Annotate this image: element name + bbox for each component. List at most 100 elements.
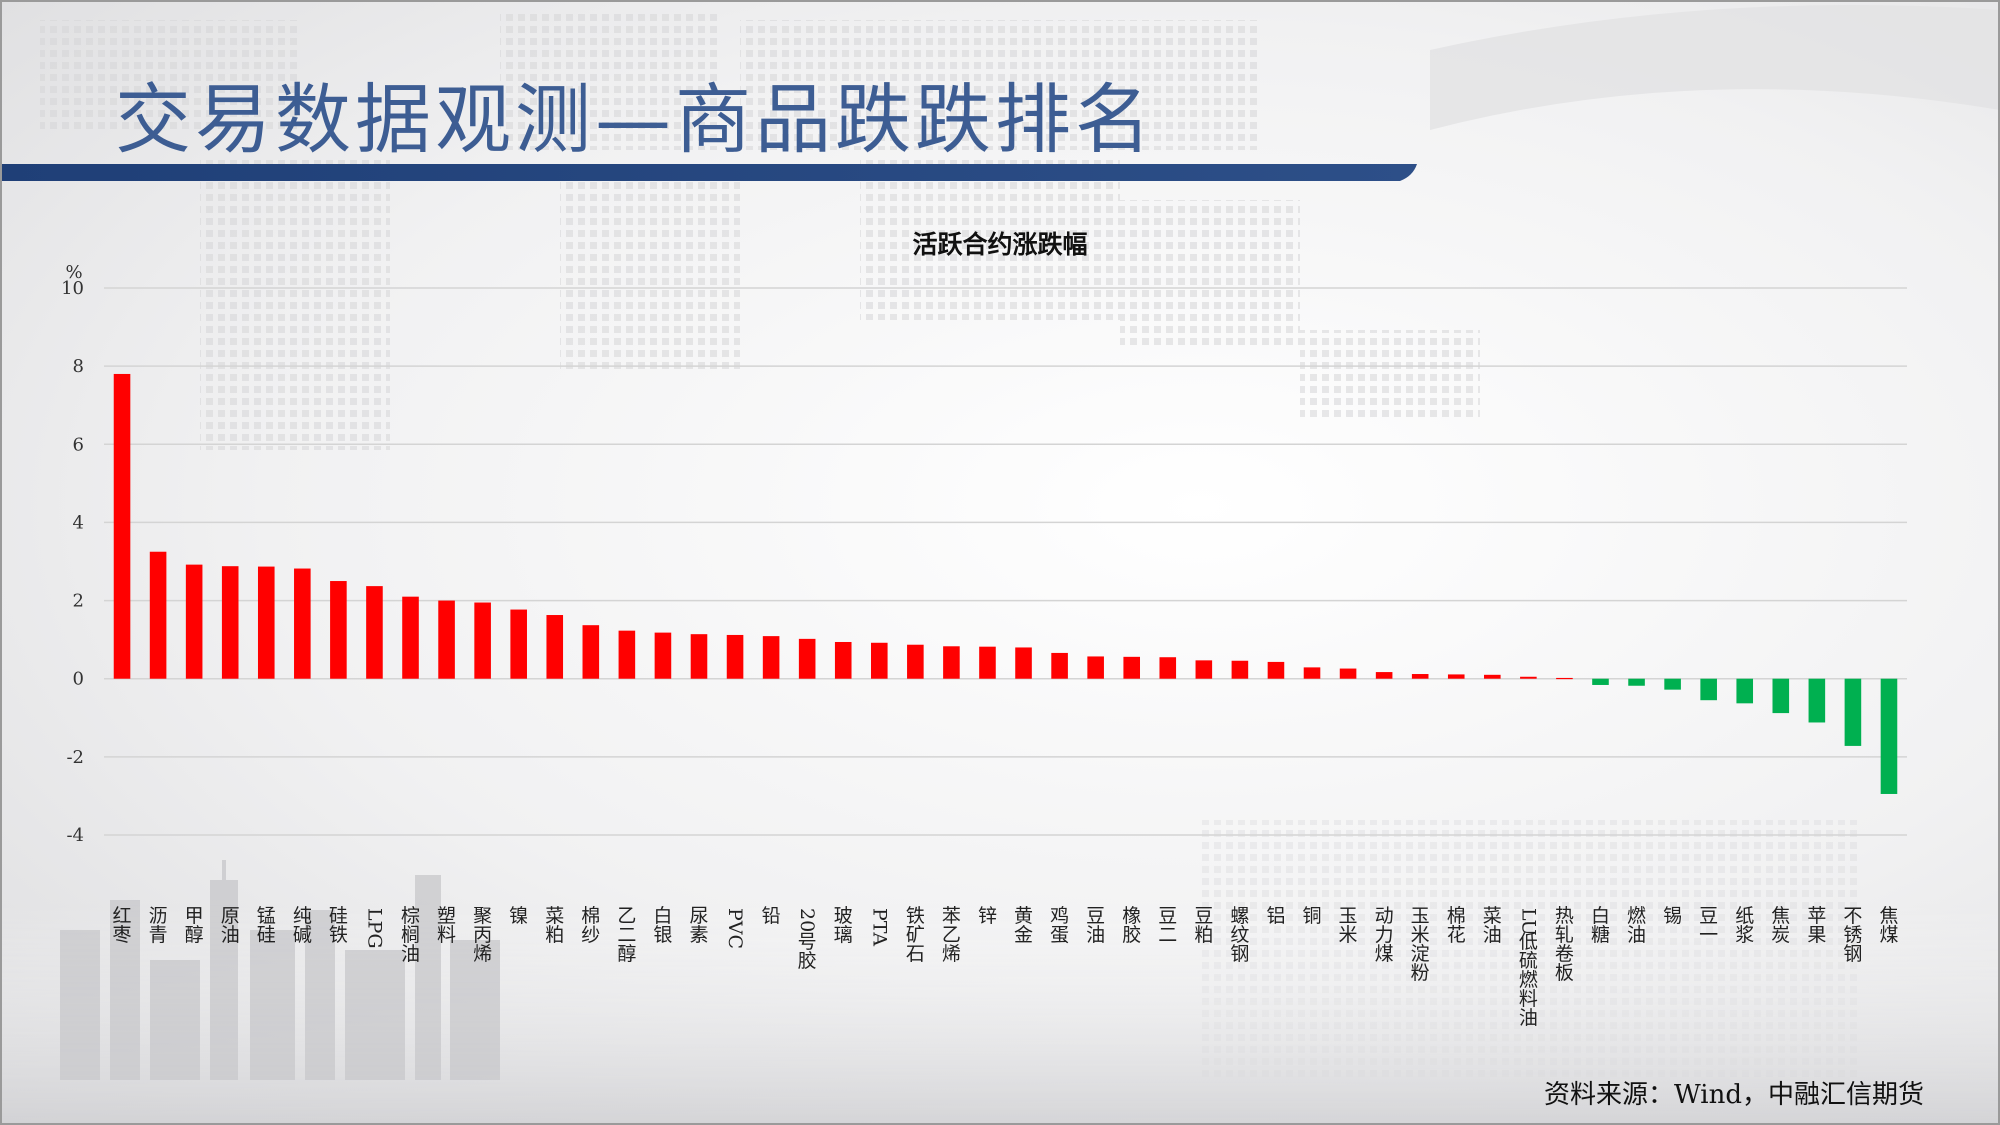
x-tick-label: 菜油 xyxy=(1483,905,1502,946)
bar xyxy=(113,373,131,679)
y-tick-label: 0 xyxy=(73,669,84,690)
bar xyxy=(546,615,564,679)
x-tick-label: 螺纹钢 xyxy=(1230,905,1249,965)
x-tick-label: 焦煤 xyxy=(1879,905,1898,946)
bar xyxy=(1628,678,1645,686)
x-tick-label: 棉纱 xyxy=(581,905,600,946)
x-tick-label: 铅 xyxy=(762,905,781,927)
bar xyxy=(870,642,888,679)
x-tick-label: 豆油 xyxy=(1086,905,1105,946)
bar xyxy=(1375,672,1393,679)
x-tick-label: 沥青 xyxy=(149,905,168,946)
bar xyxy=(185,564,203,679)
bar xyxy=(1195,660,1213,679)
x-tick-label-latin-part: PTA xyxy=(868,908,890,946)
x-tick-label: 热轧卷板 xyxy=(1555,905,1574,984)
bar xyxy=(1267,661,1285,679)
bar xyxy=(1087,656,1104,679)
bar xyxy=(510,609,527,679)
bar xyxy=(1447,674,1465,679)
x-tick-label: 苯乙烯 xyxy=(942,905,961,965)
x-tick-label-latin-part: LU xyxy=(1517,908,1539,936)
bar xyxy=(907,644,924,679)
x-tick-label-latin-part: 20 xyxy=(796,908,818,932)
x-tick-label: 号胶 xyxy=(798,931,817,972)
x-tick-label: 纯碱 xyxy=(293,905,312,946)
bar xyxy=(943,646,960,679)
y-tick-label: 6 xyxy=(73,434,84,455)
x-tick-label: 豆二 xyxy=(1158,905,1177,946)
x-tick-label: 黄金 xyxy=(1014,905,1033,946)
source-note: 资料来源：Wind，中融汇信期货 xyxy=(1544,1080,1924,1110)
x-tick-label: 焦炭 xyxy=(1771,905,1790,946)
bar xyxy=(402,596,419,679)
x-tick-label: 不锈钢 xyxy=(1843,905,1862,965)
x-tick-label: 铁矿石 xyxy=(906,905,925,965)
x-tick-label: 聚丙烯 xyxy=(473,905,492,965)
bar xyxy=(1808,678,1826,723)
bar xyxy=(1484,674,1501,679)
y-tick-label: 10 xyxy=(61,278,84,299)
bar xyxy=(1844,678,1862,746)
y-tick-label: -2 xyxy=(66,747,84,768)
x-tick-label: 原油 xyxy=(221,905,240,946)
bar xyxy=(726,634,744,679)
bar xyxy=(1339,668,1357,679)
bar xyxy=(438,600,455,679)
bar xyxy=(474,602,491,679)
x-tick-label: 甲醇 xyxy=(185,905,204,946)
bar xyxy=(1123,656,1141,679)
bars xyxy=(113,373,1898,794)
x-tick-label: 玻璃 xyxy=(834,905,853,946)
x-tick-label: 纸浆 xyxy=(1735,905,1754,946)
x-tick-label: 白糖 xyxy=(1591,905,1610,946)
bar xyxy=(1700,678,1717,701)
x-tick-label: 锰硅 xyxy=(257,905,276,946)
bar xyxy=(1880,678,1898,794)
bar xyxy=(1592,678,1609,685)
bar xyxy=(618,630,636,679)
bar xyxy=(257,566,275,679)
x-tick-label-latin-part: PVC xyxy=(724,908,746,949)
x-tick-label: 菜粕 xyxy=(545,905,564,946)
bar xyxy=(366,586,383,679)
y-tick-label: 8 xyxy=(73,356,84,377)
bar xyxy=(221,566,239,679)
y-tick-label: -4 xyxy=(66,825,84,846)
x-tick-label: 低硫燃料油 xyxy=(1519,931,1538,1029)
x-tick-label: 乙二醇 xyxy=(617,905,636,965)
x-tick-label: 塑料 xyxy=(437,905,456,946)
bar xyxy=(1520,676,1537,679)
x-tick-label: 玉米淀粉 xyxy=(1411,905,1430,984)
x-tick-label: 铝 xyxy=(1266,905,1285,927)
bar xyxy=(1015,647,1032,679)
x-tick-label: 玉米 xyxy=(1339,905,1358,946)
bar xyxy=(149,551,167,679)
x-tick-label: 棉花 xyxy=(1447,905,1466,946)
bar xyxy=(1231,660,1249,679)
x-tick-label: 棕榈油 xyxy=(401,905,420,965)
bar xyxy=(979,646,996,679)
y-tick-labels: 10 8 6 4 2 0 -2 -4 xyxy=(61,278,84,846)
bar xyxy=(834,641,852,679)
bar xyxy=(654,632,672,679)
x-tick-label: 尿素 xyxy=(689,905,708,946)
bar xyxy=(582,625,600,679)
gridlines xyxy=(104,287,1907,836)
x-tick-label: 锡 xyxy=(1663,905,1682,927)
chart-title: 活跃合约涨跌幅 xyxy=(912,230,1087,259)
x-tick-label: 白银 xyxy=(653,905,672,946)
bar xyxy=(762,636,780,679)
x-tick-label: 苹果 xyxy=(1807,905,1826,946)
bar xyxy=(1051,652,1068,679)
bar xyxy=(1159,657,1177,679)
x-tick-label: 铜 xyxy=(1303,905,1322,927)
bar xyxy=(1303,667,1321,679)
y-tick-label: 2 xyxy=(73,591,84,612)
y-tick-label: 4 xyxy=(73,512,84,533)
slide-title: 交易数据观测—商品跌跌排名 xyxy=(115,75,1155,164)
x-tick-label: 燃油 xyxy=(1627,905,1646,946)
